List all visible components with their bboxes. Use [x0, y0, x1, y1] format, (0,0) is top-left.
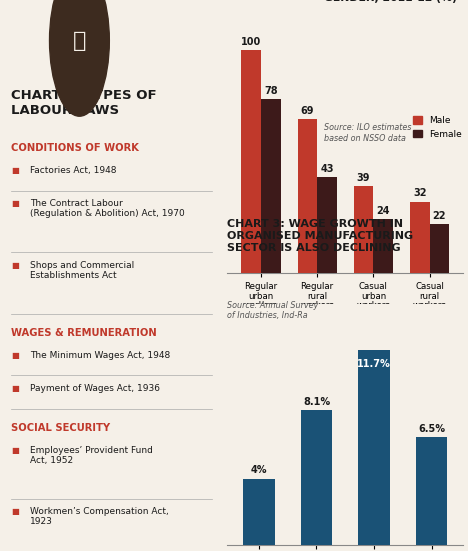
Bar: [243, 479, 275, 545]
Text: ■: ■: [11, 261, 19, 270]
Bar: [430, 224, 449, 273]
Text: Payment of Wages Act, 1936: Payment of Wages Act, 1936: [30, 384, 161, 393]
Text: CHART 2: WAGE GAPS
BETWEEN SUB-GROUPS &
GENDER, 2011-12 (%): CHART 2: WAGE GAPS BETWEEN SUB-GROUPS & …: [324, 0, 468, 3]
Text: ■: ■: [11, 199, 19, 208]
Text: 100: 100: [241, 37, 261, 47]
Bar: [300, 410, 332, 545]
Bar: [298, 119, 317, 273]
Text: 8.1%: 8.1%: [303, 397, 330, 407]
Text: CHART 3: WAGE GROWTH IN
ORGANISED MANUFACTURING
SECTOR IS ALSO DECLINING: CHART 3: WAGE GROWTH IN ORGANISED MANUFA…: [227, 219, 413, 253]
Bar: [416, 437, 447, 545]
Text: WAGES & REMUNERATION: WAGES & REMUNERATION: [11, 328, 157, 338]
Circle shape: [50, 0, 110, 116]
Text: 👷: 👷: [73, 31, 86, 51]
Bar: [241, 50, 261, 273]
Text: 22: 22: [433, 210, 446, 220]
Text: 11.7%: 11.7%: [357, 359, 391, 369]
Text: SOCIAL SECURITY: SOCIAL SECURITY: [11, 423, 110, 433]
Text: Source: ILO estimates
based on NSSO data: Source: ILO estimates based on NSSO data: [324, 123, 411, 143]
Text: Employees’ Provident Fund
Act, 1952: Employees’ Provident Fund Act, 1952: [30, 446, 153, 464]
Text: Factories Act, 1948: Factories Act, 1948: [30, 166, 117, 175]
Text: 4%: 4%: [251, 466, 267, 476]
Text: 24: 24: [376, 206, 390, 216]
Bar: [261, 99, 281, 273]
Text: CONDITIONS OF WORK: CONDITIONS OF WORK: [11, 143, 139, 153]
Bar: [373, 219, 393, 273]
Text: CHART 1: TYPES OF
LABOUR LAWS: CHART 1: TYPES OF LABOUR LAWS: [11, 89, 157, 117]
Text: 69: 69: [300, 106, 314, 116]
Text: ■: ■: [11, 446, 19, 455]
Bar: [358, 350, 390, 545]
Bar: [354, 186, 373, 273]
Text: Source: Annual Survey
of Industries, Ind-Ra: Source: Annual Survey of Industries, Ind…: [227, 301, 319, 321]
Legend: Male, Female: Male, Female: [410, 112, 466, 142]
Text: ■: ■: [11, 350, 19, 360]
Text: 39: 39: [357, 172, 370, 183]
Text: 43: 43: [320, 164, 334, 174]
Text: ■: ■: [11, 166, 19, 175]
Text: ■: ■: [11, 507, 19, 516]
Text: 78: 78: [264, 86, 278, 96]
Text: ■: ■: [11, 384, 19, 393]
Text: The Contract Labour
(Regulation & Abolition) Act, 1970: The Contract Labour (Regulation & Abolit…: [30, 199, 185, 218]
Text: Shops and Commercial
Establishments Act: Shops and Commercial Establishments Act: [30, 261, 135, 280]
Text: 6.5%: 6.5%: [418, 424, 445, 434]
Bar: [317, 177, 337, 273]
Text: Workmen’s Compensation Act,
1923: Workmen’s Compensation Act, 1923: [30, 507, 169, 526]
Text: The Minimum Wages Act, 1948: The Minimum Wages Act, 1948: [30, 350, 170, 360]
Text: 32: 32: [413, 188, 426, 198]
Bar: [410, 202, 430, 273]
